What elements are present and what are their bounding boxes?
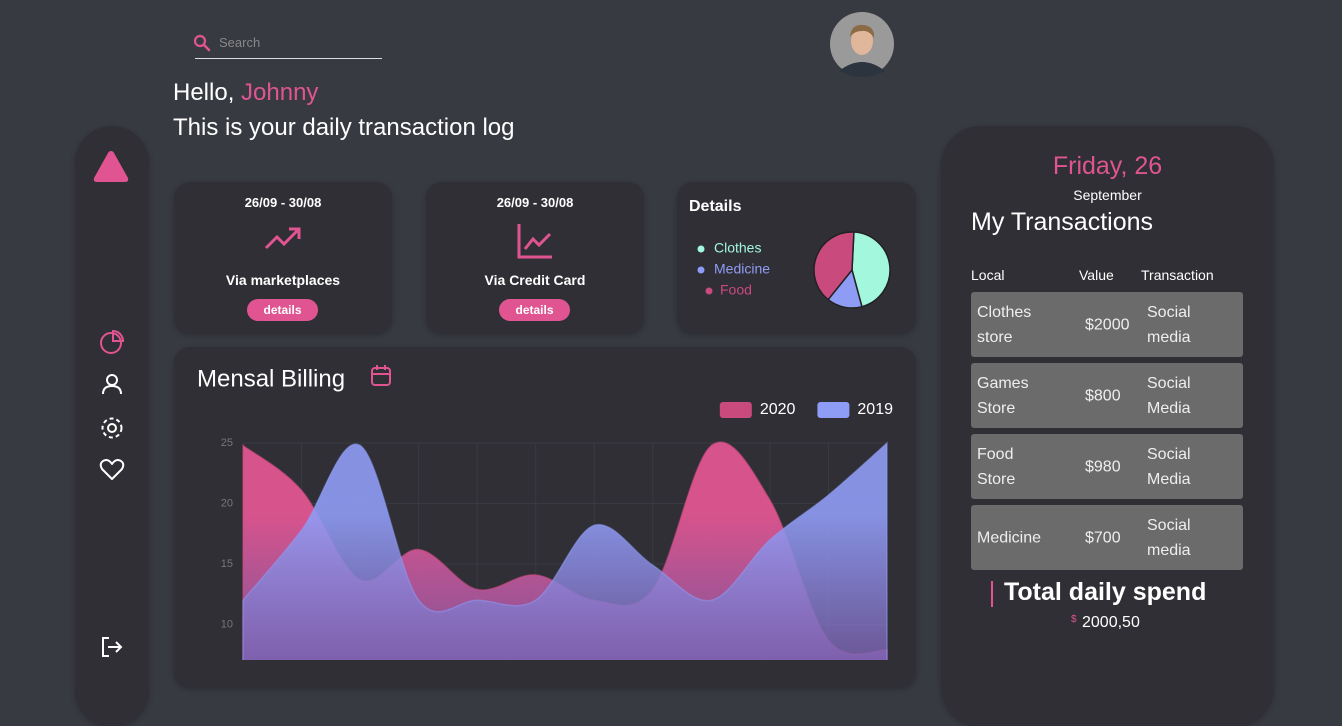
- card-dates: 26/09 - 30/08: [496, 195, 574, 210]
- details-title: Details: [689, 198, 742, 215]
- legend-icon: [697, 245, 705, 253]
- card-dates: 26/09 - 30/08: [244, 195, 322, 210]
- transaction-cell: Food Store: [977, 445, 1016, 488]
- page: Dashboard html, body { margin: 0; paddin…: [75, 11, 1274, 726]
- calendar-icon: [371, 365, 391, 386]
- transaction-cell: Social media: [1147, 516, 1191, 559]
- date-day: Friday, 26: [1052, 152, 1163, 180]
- transaction-cell: Clothes store: [977, 303, 1032, 346]
- pie-slice: [813, 231, 855, 301]
- transaction-row: Clothes store $2000 Social media: [971, 292, 1243, 357]
- details-button[interactable]: details: [499, 299, 570, 321]
- column-header: Transaction: [1141, 267, 1214, 283]
- greeting-subtitle: This is your daily transaction log: [173, 114, 515, 141]
- nav-chart[interactable]: [99, 329, 125, 355]
- search-underline: [195, 58, 382, 59]
- transaction-cell: Social Media: [1147, 374, 1191, 417]
- transaction-cell: $700: [1085, 529, 1121, 546]
- legend-label: 2020: [760, 401, 796, 418]
- greeting: Hello, Johnny: [173, 79, 318, 107]
- chart-title: Mensal Billing: [197, 365, 345, 392]
- transaction-cell: $980: [1085, 458, 1121, 475]
- y-tick-label: 25: [221, 437, 233, 449]
- pie-slice: [851, 231, 891, 308]
- transaction-row: Games Store $800 Social Media: [971, 363, 1243, 428]
- logo[interactable]: [92, 148, 130, 184]
- pie-chart: Clothes Medicine Food: [697, 231, 891, 309]
- transaction-cell: Games Store: [977, 374, 1029, 417]
- area-chart: Mensal Billing 10 15 20 25 2019 2020: [197, 365, 893, 660]
- details-panel: Details Clothes Medicine Food: [677, 182, 916, 333]
- transaction-cell: Social Media: [1147, 445, 1191, 488]
- greeting-hello: Hello,: [173, 79, 235, 106]
- total-marker: [991, 581, 993, 607]
- y-tick-label: 15: [221, 558, 233, 570]
- column-header: Value: [1079, 267, 1114, 283]
- chart-icon: [517, 224, 552, 259]
- transactions-title: My Transactions: [971, 208, 1154, 236]
- legend-label: Clothes: [714, 240, 761, 256]
- search-icon: [193, 34, 211, 52]
- legend-label: Food: [720, 282, 752, 298]
- legend-swatch: [719, 402, 752, 418]
- dashboard: {"search": {"placeholder": "Search"}, "g…: [75, 11, 1274, 726]
- search-input[interactable]: Search: [219, 35, 261, 50]
- nav-logout[interactable]: [100, 636, 124, 658]
- total-label: Total daily spend: [1004, 578, 1207, 606]
- card-label: Via marketplaces: [225, 272, 341, 288]
- sidebar: [75, 126, 149, 726]
- legend-icon: [705, 287, 713, 295]
- nav-favorites[interactable]: [99, 458, 125, 482]
- transaction-cell: $800: [1085, 387, 1121, 404]
- date-month: September: [1073, 187, 1142, 203]
- trend-icon: [264, 227, 301, 250]
- greeting-name: Johnny: [241, 79, 319, 106]
- legend-swatch: [817, 402, 850, 418]
- nav-user[interactable]: [100, 372, 124, 396]
- total-value: 2000,50: [1082, 614, 1140, 631]
- transaction-row: Medicine $700 Social media: [971, 505, 1243, 570]
- details-button[interactable]: details: [247, 299, 318, 321]
- area-series: [242, 441, 888, 660]
- transaction-cell: $2000: [1085, 316, 1130, 333]
- y-tick-label: 20: [221, 497, 233, 509]
- transaction-row: Food Store $980 Social Media: [971, 434, 1243, 499]
- transaction-cell: Medicine: [977, 529, 1042, 546]
- legend-icon: [697, 266, 705, 274]
- legend-label: 2019: [857, 401, 893, 418]
- legend-label: Medicine: [714, 261, 770, 277]
- nav-settings[interactable]: [99, 415, 125, 441]
- card: 26/09 - 30/08 Via marketplaces details: [174, 182, 392, 333]
- y-tick-label: 10: [221, 618, 233, 630]
- card-label: Via Credit Card: [484, 272, 586, 288]
- transaction-cell: Social media: [1147, 303, 1191, 346]
- column-header: Local: [971, 267, 1005, 283]
- avatar[interactable]: [829, 11, 895, 77]
- total-currency: $: [1071, 614, 1077, 625]
- card: 26/09 - 30/08 Via Credit Card details: [426, 182, 644, 333]
